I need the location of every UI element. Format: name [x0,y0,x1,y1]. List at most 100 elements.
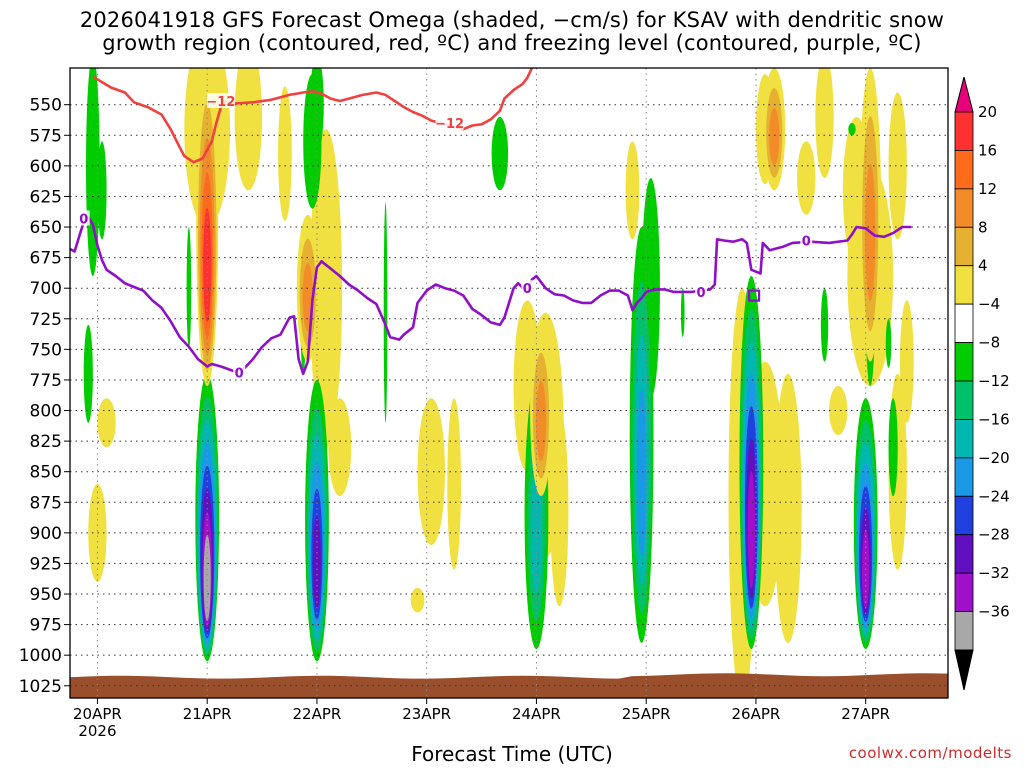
contour-loop [747,289,761,302]
colorbar-band-10 [954,457,974,497]
colorbar-band-2 [954,150,974,190]
x-tick-label-0: 20APR [73,705,122,723]
colorbar-band-13 [954,572,974,612]
contour-label-bg-5 [695,283,708,299]
weak-descent-patch-2 [278,86,292,221]
y-tick-label-4: 650 [30,218,62,238]
colorbar-label-13: −36 [978,603,1010,621]
colorbar: 20 16 12 8 4 −4 −8 −12 −16 −20 −24 −28 −32 −36 [954,76,1010,691]
colorbar-band-14 [954,611,974,651]
y-tick-label-12: 850 [30,463,62,483]
credit-link[interactable]: coolwx.com/modelts [848,744,1012,762]
colorbar-label-5: −4 [978,295,1000,313]
weak-descent-patch-22 [829,386,848,435]
y-tick-label-14: 900 [30,524,62,544]
contour-label-bg-2 [77,210,90,226]
contour-label-6: 0 [802,234,811,249]
x-tick-label-2: 22APR [293,705,342,723]
contour-label-bg-4 [521,280,534,296]
x-tick-label-1: 21APR [183,705,232,723]
colorbar-band-5 [954,265,974,305]
descent-core-8-level-2 [535,380,547,461]
y-tick-label-2: 600 [30,157,62,177]
weak-ascent-patch-8 [491,116,509,191]
ascent-core-0-level-7 [203,534,211,622]
ascent-core-1-level-5 [312,515,321,610]
contour-layer: −12 −12 0 0 0 0 0 [70,68,912,382]
weak-descent-patch-24 [97,398,116,448]
weak-descent-patch-19 [888,92,907,240]
y-tick-label-17: 975 [30,616,62,636]
colorbar-top-arrow [954,76,974,113]
contour-label-2: 0 [79,212,88,227]
chart-title-line-1: 2026041918 GFS Forecast Omega (shaded, −… [79,8,945,32]
contour-label-bg-6 [800,232,813,248]
colorbar-band-9 [954,419,974,459]
weak-ascent-patch-3 [186,227,192,350]
weak-descent-patch-16 [815,68,834,179]
weak-ascent-patch-2 [97,141,107,240]
colorbar-label-12: −32 [978,564,1010,582]
weak-descent-patch-25 [410,587,425,613]
chart-title-line-2: growth region (contoured, red, ºC) and f… [102,31,922,55]
contour-line-0 [92,68,534,164]
y-tick-label-9: 775 [30,371,62,391]
weak-descent-patch-3 [310,129,343,448]
ascent-core-3-level-3 [636,389,647,556]
y-tick-label-13: 875 [30,493,62,513]
descent-core-9-level-2 [769,107,780,166]
y-tick-label-5: 675 [30,249,62,269]
colorbar-band-11 [954,495,974,536]
weak-ascent-patch-5 [310,68,324,154]
colorbar-band-1 [954,111,974,151]
weak-descent-patch-14 [774,373,802,643]
contour-label-1: −12 [435,117,464,132]
weak-ascent-patch-1 [83,324,93,423]
colorbar-band-4 [954,226,974,267]
contour-label-bg-0 [206,93,235,109]
y-tick-label-18: 1000 [19,646,62,666]
weak-descent-patch-6 [447,398,461,570]
x-tick-label-4: 24APR [512,705,561,723]
weak-ascent-patch-12 [888,398,898,497]
y-tick-label-11: 825 [30,432,62,452]
weak-descent-patch-4 [328,398,352,497]
colorbar-bottom-arrow [954,649,974,691]
gridlines [70,68,948,698]
weak-descent-patch-9 [550,410,569,607]
weak-ascent-patch-11 [820,288,829,362]
colorbar-label-8: −16 [978,410,1010,428]
omega-shading-layer [70,68,948,698]
colorbar-label-2: 12 [978,180,997,198]
y-tick-label-1: 575 [30,126,62,146]
y-tick-label-16: 950 [30,585,62,605]
x-tick-label-7: 27APR [841,705,890,723]
colorbar-band-12 [954,534,974,574]
contour-label-5: 0 [697,286,706,301]
weak-descent-patch-10 [625,141,640,240]
y-tick-label-8: 750 [30,340,62,360]
y-tick-label-6: 700 [30,279,62,299]
colorbar-label-10: −24 [978,487,1010,505]
weak-descent-patch-23 [88,483,107,582]
axes: 550 575 600 625 650 675 700 725 750 775 800 825 850 8… [19,67,949,740]
colorbar-label-7: −12 [978,372,1010,390]
colorbar-label-3: 8 [978,218,988,236]
weak-descent-patch-1 [234,68,263,191]
contour-line-1 [70,215,912,376]
descent-core-6-level-4 [203,207,212,323]
contour-label-3: 0 [235,367,244,382]
weak-ascent-patch-13 [885,318,892,368]
colorbar-band-8 [954,380,974,420]
contour-label-0: −12 [206,95,235,110]
x-tick-sublabel-0: 2026 [78,722,116,740]
colorbar-label-4: 4 [978,257,988,275]
weak-ascent-patch-7 [383,202,388,423]
colorbar-label-11: −28 [978,526,1010,544]
x-tick-label-6: 26APR [732,705,781,723]
weak-ascent-patch-15 [680,288,685,338]
x-tick-label-5: 25APR [622,705,671,723]
weak-descent-patch-21 [899,300,914,423]
colorbar-label-6: −8 [978,334,1000,352]
